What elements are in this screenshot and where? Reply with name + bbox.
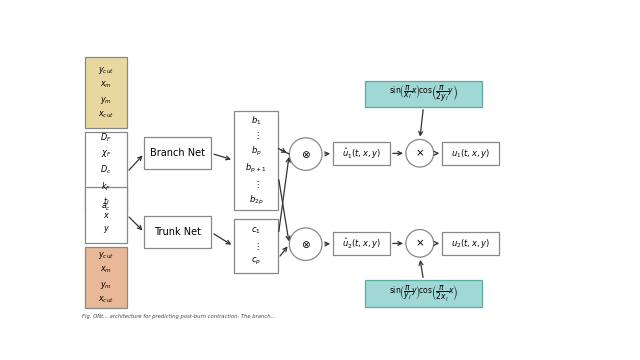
Text: $\otimes$: $\otimes$ xyxy=(301,239,310,250)
Text: $b_1$
$\vdots$
$b_p$
$b_{p+1}$
$\vdots$
$b_{2p}$: $b_1$ $\vdots$ $b_p$ $b_{p+1}$ $\vdots$ … xyxy=(245,114,267,207)
FancyBboxPatch shape xyxy=(365,81,482,107)
Text: $\otimes$: $\otimes$ xyxy=(301,149,310,159)
Text: $\hat{u}_2(t,x,y)$: $\hat{u}_2(t,x,y)$ xyxy=(342,236,381,251)
Text: $u_1(t,x,y)$: $u_1(t,x,y)$ xyxy=(451,147,490,160)
Text: Trunk Net: Trunk Net xyxy=(154,228,202,237)
Text: $u_2(t,x,y)$: $u_2(t,x,y)$ xyxy=(451,237,490,250)
FancyBboxPatch shape xyxy=(85,132,127,212)
Text: $\hat{u}_1(t,x,y)$: $\hat{u}_1(t,x,y)$ xyxy=(342,146,381,161)
Text: $\sin\!\left(\dfrac{\pi}{y_l}y\right)\!\cos\!\left(\dfrac{\pi}{2x_l}x\right)$: $\sin\!\left(\dfrac{\pi}{y_l}y\right)\!\… xyxy=(389,283,458,303)
Text: Branch Net: Branch Net xyxy=(150,148,205,158)
FancyBboxPatch shape xyxy=(333,232,390,255)
Text: $y_{cut}$
$x_m$
$y_m$
$x_{cut}$: $y_{cut}$ $x_m$ $y_m$ $x_{cut}$ xyxy=(98,64,114,120)
FancyBboxPatch shape xyxy=(145,216,211,248)
FancyBboxPatch shape xyxy=(234,111,278,210)
FancyBboxPatch shape xyxy=(145,138,211,169)
FancyBboxPatch shape xyxy=(442,232,499,255)
Text: $c_1$
$\vdots$
$c_p$: $c_1$ $\vdots$ $c_p$ xyxy=(251,225,261,267)
Text: $t$
$x$
$y$: $t$ $x$ $y$ xyxy=(102,195,109,235)
Text: $D_F$
$\chi_F$
$D_c$
$k_F$
$a_c^I$: $D_F$ $\chi_F$ $D_c$ $k_F$ $a_c^I$ xyxy=(100,131,112,213)
FancyBboxPatch shape xyxy=(442,141,499,165)
Ellipse shape xyxy=(406,139,434,167)
Text: Fig. ONt... architecture for predicting post-burn contraction. The branch...: Fig. ONt... architecture for predicting … xyxy=(83,314,276,319)
Ellipse shape xyxy=(289,138,322,170)
Ellipse shape xyxy=(289,228,322,260)
Text: $y_{cut}$
$x_m$
$y_m$
$x_{cut}$: $y_{cut}$ $x_m$ $y_m$ $x_{cut}$ xyxy=(98,249,114,305)
Text: $\times$: $\times$ xyxy=(415,238,424,248)
Ellipse shape xyxy=(406,230,434,257)
Text: $\sin\!\left(\dfrac{\pi}{x_l}x\right)\!\cos\!\left(\dfrac{\pi}{2y_l}y\right)$: $\sin\!\left(\dfrac{\pi}{x_l}x\right)\!\… xyxy=(389,84,458,104)
Text: $\times$: $\times$ xyxy=(415,148,424,158)
FancyBboxPatch shape xyxy=(365,280,482,307)
FancyBboxPatch shape xyxy=(85,187,127,243)
FancyBboxPatch shape xyxy=(85,57,127,128)
FancyBboxPatch shape xyxy=(85,247,127,308)
FancyBboxPatch shape xyxy=(333,141,390,165)
FancyBboxPatch shape xyxy=(234,219,278,273)
